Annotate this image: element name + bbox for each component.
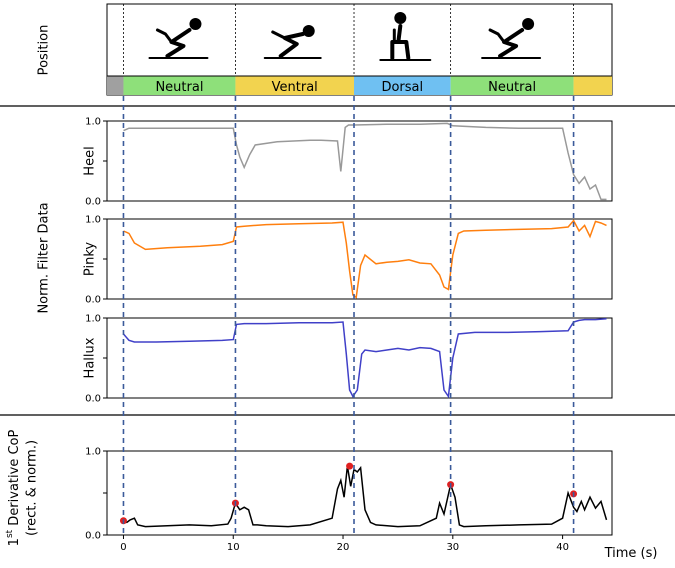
x-tick-label: 20 [337,542,350,553]
position-segment-label: Neutral [155,80,203,95]
position-segment [573,76,612,95]
series-line [123,122,607,201]
y-tick-label: 1.0 [85,447,101,458]
position-segment [450,76,574,95]
plot-panel-3: 0.0 1.0 0 10 20 30 40 [85,447,613,553]
y-tick-label: 1.0 [85,117,101,128]
peak-marker [346,462,354,470]
derivative-label-sup: st [5,529,15,538]
x-tick-label: 10 [227,542,240,553]
skier-neutral-icon [148,18,209,59]
x-axis-label: Time (s) [604,546,658,561]
position-icons [148,12,542,61]
series-line [123,219,607,299]
hallux-label: Hallux [83,337,98,378]
y-tick-label: 0.0 [85,295,101,306]
plot-frame [106,218,613,300]
plot-frame [106,450,613,536]
derivative-axis-label: 1st Derivative CoP [5,430,22,547]
position-color-bar: Neutral Ventral Dorsal Neutral [107,75,612,95]
plot-panel-0: 0.0 1.0 Heel [83,117,613,208]
derivative-label-number: 1 [7,538,22,546]
y-tick-label: 0.0 [85,197,101,208]
heel-label: Heel [83,146,98,175]
skier-ventral-icon [263,25,322,59]
position-segment [235,76,355,95]
y-tick-label: 1.0 [85,215,101,226]
x-tick-label: 40 [556,542,569,553]
skier-dorsal-icon [379,12,432,61]
plots: 0.01.0Heel0.01.0Pinky0.01.0Hallux0.01.00… [83,117,613,553]
event-lines [122,4,575,535]
x-tick-label: 0 [120,542,126,553]
series-line [122,318,607,399]
plot-panel-1: 0.0 1.0 Pinky [83,215,613,306]
y-tick-label: 0.0 [85,394,101,405]
position-segment-label: Ventral [272,80,318,95]
y-tick-label: 0.0 [85,531,101,542]
position-segment-label: Neutral [488,80,536,95]
position-segment-label: Dorsal [381,80,423,95]
position-panel: Neutral Ventral Dorsal Neutral Position [37,3,613,96]
series-line [123,465,608,528]
y-tick-label: 1.0 [85,314,101,325]
skier-neutral-icon [481,18,542,59]
derivative-label-rest: Derivative CoP [7,430,22,530]
plot-frame [106,317,613,399]
filter-data-axis-label: Norm. Filter Data [37,202,52,313]
derivative-axis-label-2: (rect. & norm.) [25,440,40,536]
pinky-label: Pinky [83,242,98,276]
position-axis-label: Position [37,25,52,76]
x-tick-label: 30 [446,542,459,553]
plot-panel-2: 0.0 1.0 Hallux [83,314,613,405]
plot-frame [106,120,613,202]
position-segment [107,76,124,95]
position-segment [123,76,236,95]
position-segment [354,76,451,95]
